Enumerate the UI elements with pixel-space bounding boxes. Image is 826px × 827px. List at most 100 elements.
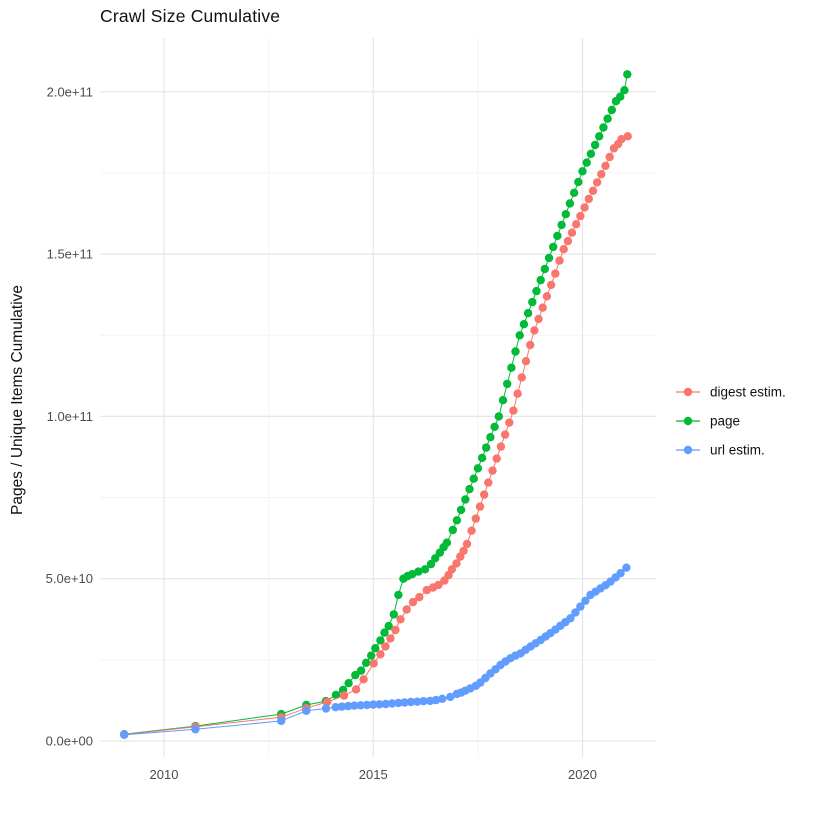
- series-digest-estim-point: [623, 132, 632, 141]
- series-digest-estim-point: [546, 280, 556, 290]
- series-digest-estim-point: [563, 236, 573, 246]
- series-url-estim-point: [302, 706, 311, 715]
- series-digest-estim-point: [496, 442, 506, 451]
- series-page-point: [528, 297, 537, 307]
- series-digest-estim-point: [415, 593, 424, 602]
- series-page-point: [498, 396, 508, 405]
- series-page-point: [544, 253, 554, 263]
- series-page-point: [414, 567, 423, 576]
- series-digest-estim-point: [359, 675, 368, 684]
- axis-labels: 0.0e+00 5.0e+10 1.0e+11 1.5e+11 2.0e+11 2010 2…: [46, 84, 597, 782]
- legend-item-digest-estim: digest estim.: [676, 385, 786, 400]
- series-digest-estim-point: [597, 170, 606, 179]
- series-page: [120, 70, 632, 739]
- series-page-point: [456, 505, 466, 515]
- series-page-point: [431, 554, 440, 563]
- series-url-estim-point: [350, 701, 359, 710]
- series-page-point: [494, 412, 503, 421]
- x-tick-label: 2015: [359, 767, 388, 782]
- series-page-point: [486, 433, 495, 442]
- series-page-point: [574, 177, 583, 187]
- series-digest-estim-point: [517, 373, 526, 382]
- series-digest-estim: [120, 132, 632, 739]
- series-page-point: [482, 443, 491, 452]
- series-url-estim-point: [375, 700, 384, 709]
- series-page-point: [515, 331, 524, 340]
- series-digest-estim-point: [555, 256, 564, 265]
- series-url-estim-point: [381, 699, 390, 709]
- series-digest-estim-point: [462, 539, 472, 549]
- series-digest-estim-point: [505, 418, 514, 427]
- series-digest-estim-point: [484, 478, 493, 487]
- series-digest-estim-point: [500, 430, 510, 439]
- series-url-estim-point: [356, 701, 365, 710]
- series-url-estim-point: [406, 697, 416, 707]
- series-page-point: [582, 158, 591, 167]
- y-tick-label: 1.0e+11: [47, 409, 93, 424]
- series-digest-estim-point: [351, 685, 361, 694]
- series-page-point: [394, 590, 403, 600]
- series-page-point: [465, 484, 474, 494]
- series-digest-estim-point: [422, 585, 431, 595]
- series-url-estim-point: [419, 697, 428, 706]
- series-digest-estim-point: [376, 650, 385, 659]
- series-page-point: [420, 565, 430, 574]
- series-digest-estim-point: [551, 269, 560, 278]
- series-url-estim-point: [369, 700, 378, 709]
- series-url-estim-point: [431, 695, 441, 705]
- y-axis-title: Pages / Unique Items Cumulative: [9, 285, 26, 515]
- series-page-point: [507, 363, 516, 372]
- series-digest-estim-point: [369, 659, 378, 668]
- y-tick-label: 0.0e+00: [46, 734, 93, 749]
- series-digest-estim-point: [471, 514, 480, 523]
- series-digest-estim-point: [526, 340, 535, 350]
- series-digest-estim-point: [396, 615, 405, 624]
- series-digest-estim-point: [452, 559, 461, 568]
- series-page-point: [519, 320, 529, 329]
- series-page-point: [361, 658, 371, 667]
- series-page-point: [367, 651, 376, 660]
- series-url-estim-point: [387, 699, 397, 708]
- series-digest-estim-point: [559, 245, 568, 254]
- series-url-estim-point: [337, 702, 347, 711]
- series-digest-estim-point: [513, 389, 522, 398]
- series-digest-estim-point: [605, 152, 614, 162]
- series-page-point: [607, 105, 616, 115]
- series-digest-estim-point: [601, 161, 610, 170]
- series-url-estim-point: [413, 697, 422, 706]
- series-page-point: [511, 347, 520, 356]
- series-page-point: [384, 621, 393, 631]
- series-page-point: [344, 679, 353, 688]
- series-digest-estim-point: [572, 220, 581, 229]
- series-digest-estim-point: [580, 203, 589, 212]
- series-digest-estim-point: [530, 326, 539, 335]
- series-page-point: [380, 628, 389, 637]
- series-page-point: [557, 220, 566, 230]
- series-url-estim-point: [446, 692, 455, 702]
- series-page-point: [461, 495, 470, 504]
- series-page-point: [376, 636, 385, 645]
- series-page-point: [331, 690, 341, 700]
- series-page-point: [490, 422, 499, 431]
- series-digest-estim-point: [402, 605, 411, 614]
- legend-label-url-estim: url estim.: [710, 443, 765, 458]
- series-page-point: [586, 149, 596, 158]
- series-url-estim-point: [400, 698, 409, 707]
- series-digest-estim-point: [339, 691, 349, 700]
- series-digest-estim-point: [488, 466, 497, 475]
- legend-item-page: page: [676, 414, 740, 429]
- series-digest-estim-point: [588, 186, 598, 195]
- series-url-estim-point: [622, 563, 631, 572]
- series-page-point: [536, 275, 545, 285]
- legend-label-digest-estim: digest estim.: [710, 385, 786, 400]
- series-url-estim-point: [576, 602, 585, 611]
- series-page-point: [565, 199, 575, 208]
- series-page-point: [371, 644, 380, 653]
- series-digest-estim-point: [408, 597, 418, 607]
- series-page-point: [590, 140, 600, 150]
- y-tick-label: 1.5e+11: [47, 247, 93, 262]
- series-digest-estim-point: [447, 565, 457, 574]
- series-page-point: [599, 123, 608, 132]
